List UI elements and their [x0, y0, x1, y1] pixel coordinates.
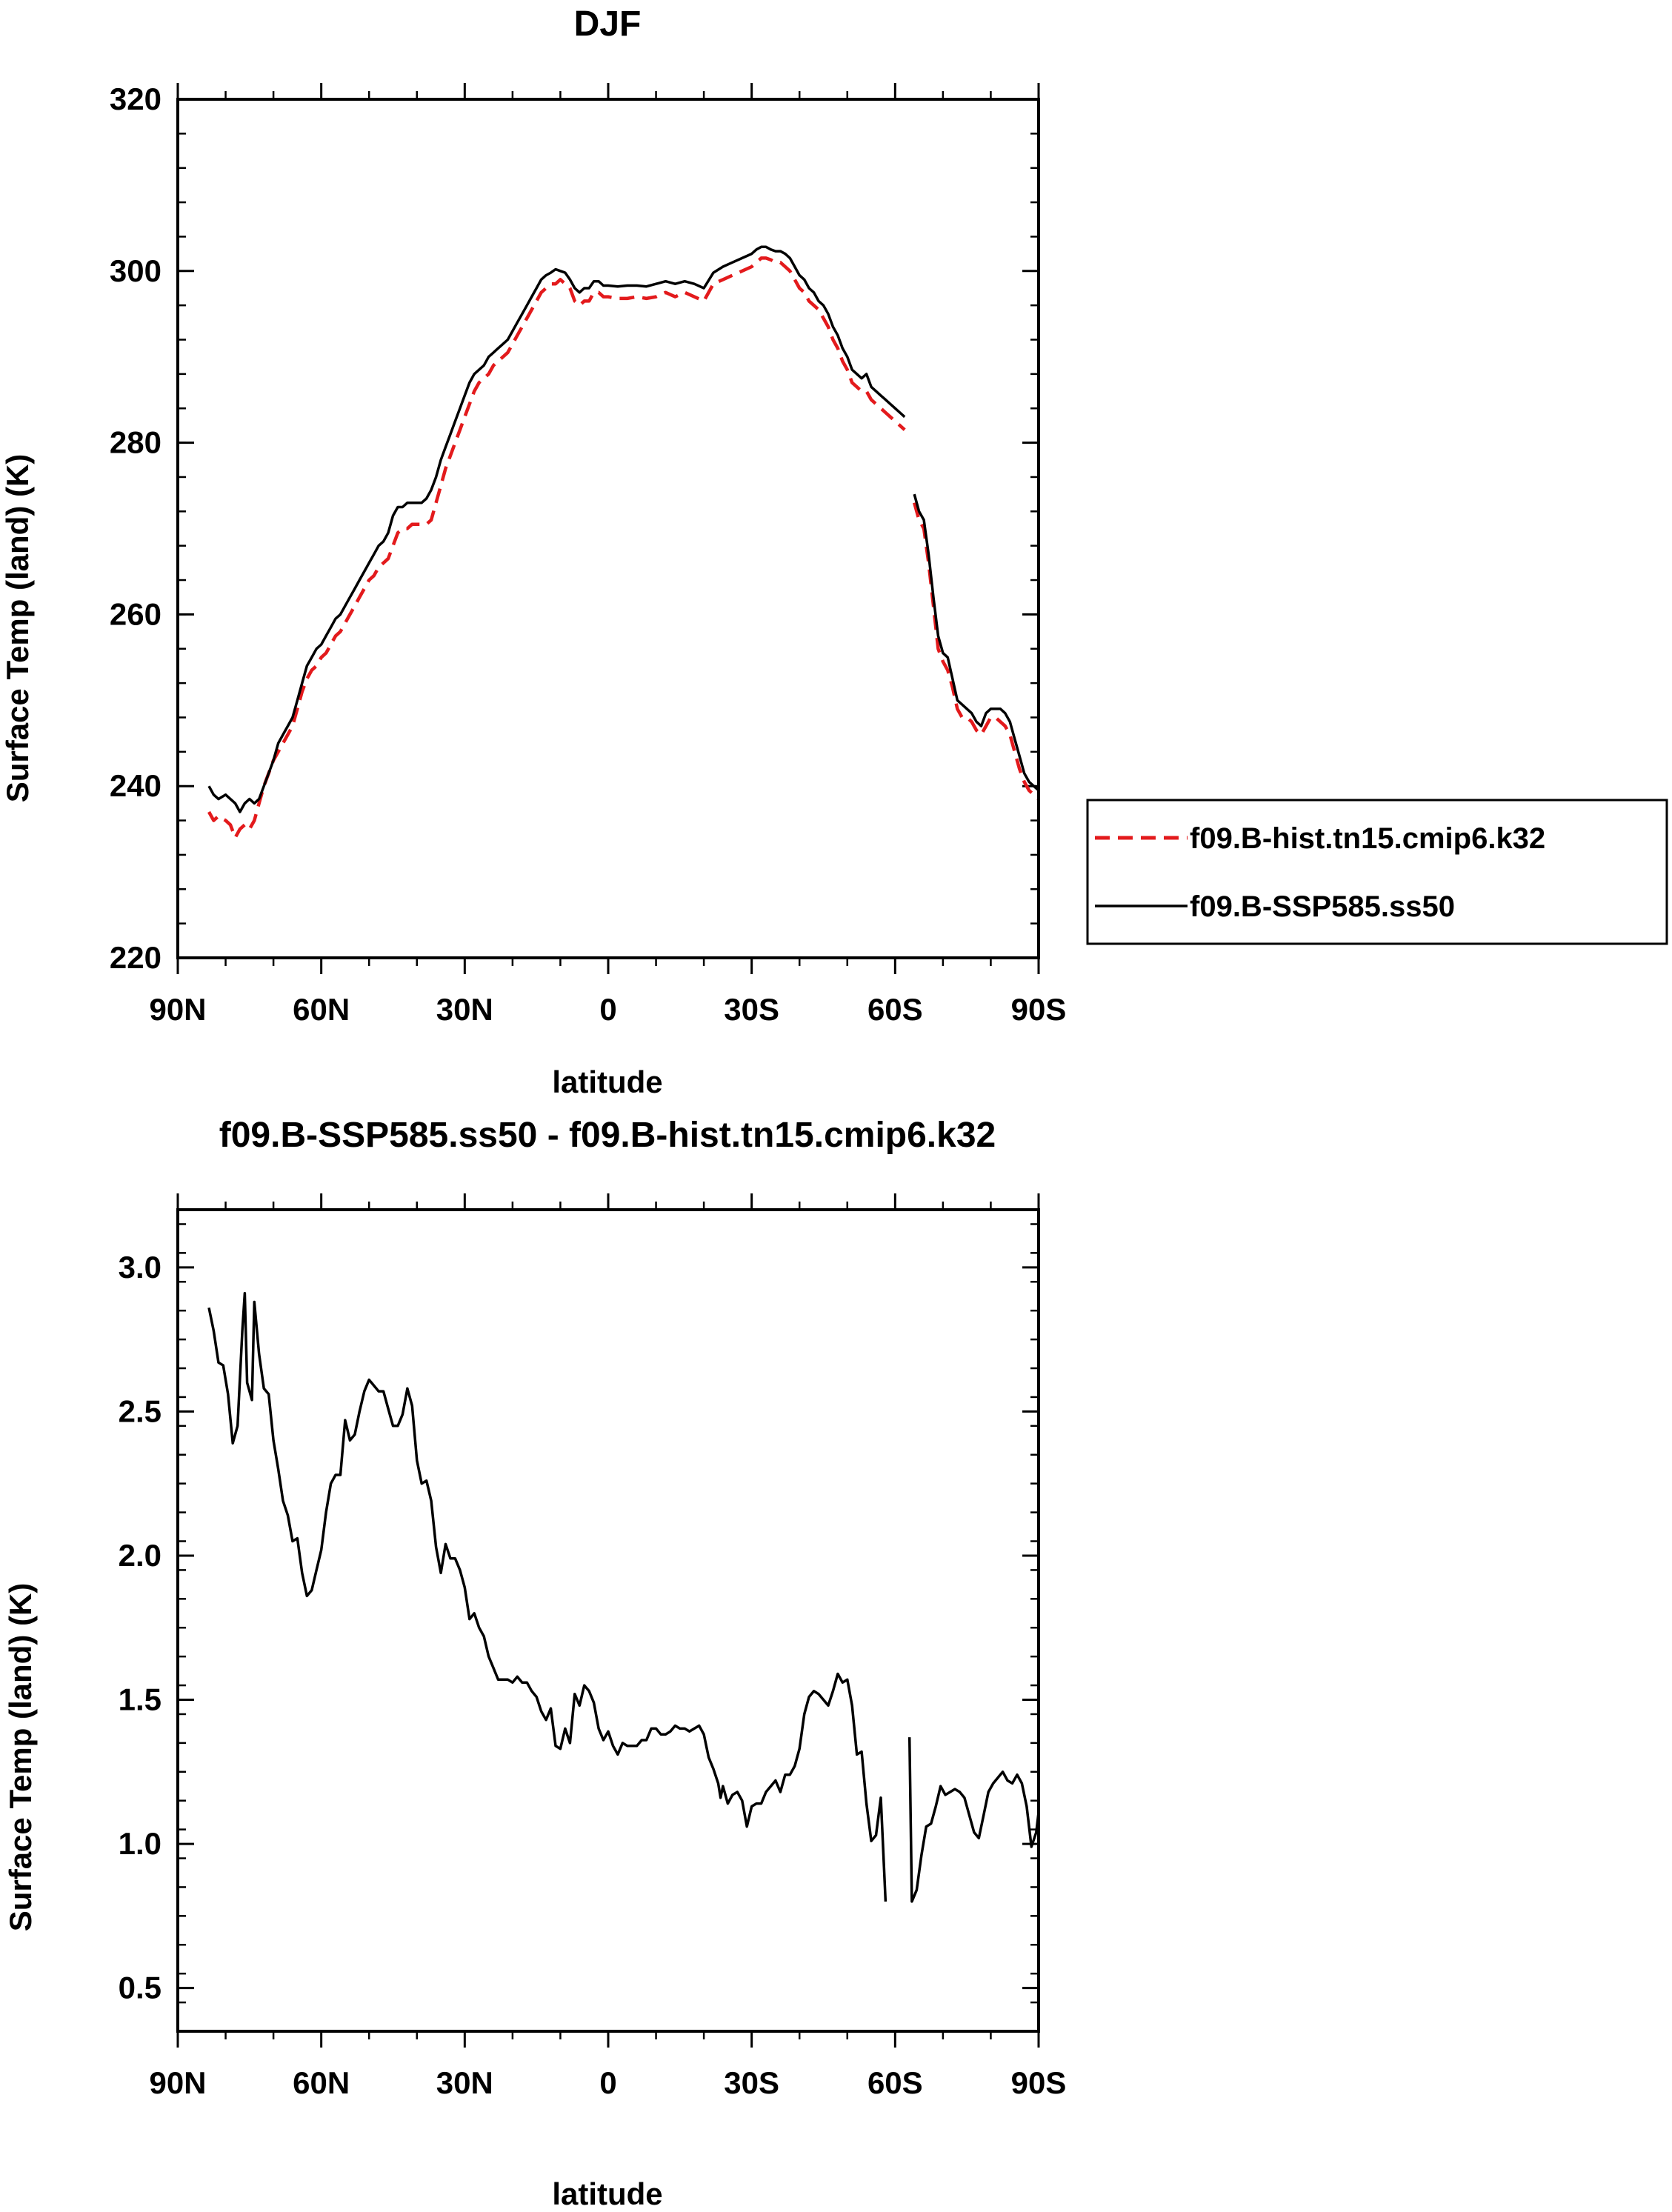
top-y-tick-label: 220 — [110, 940, 161, 975]
bottom-y-tick-label: 3.0 — [119, 1250, 161, 1285]
top-y-tick-label: 240 — [110, 768, 161, 803]
bottom-x-tick-label: 90S — [1011, 2065, 1067, 2100]
bottom-x-tick-label: 60N — [293, 2065, 350, 2100]
top-series-1-line-segment-0 — [207, 245, 906, 813]
bottom-plot-frame — [176, 1208, 1040, 2033]
legend: f09.B-hist.tn15.cmip6.k32 f09.B-SSP585.s… — [1086, 799, 1668, 945]
bottom-chart-title: f09.B-SSP585.ss50 - f09.B-hist.tn15.cmip… — [219, 1116, 996, 1155]
bottom-x-tick-label: 60S — [867, 2065, 923, 2100]
bottom-series-0-line-segment-0 — [207, 1292, 887, 1902]
top-series-1-line-segment-1 — [913, 493, 1040, 792]
bottom-y-axis-label: Surface Temp (land) (K) — [3, 1583, 38, 1932]
bottom-x-tick-label: 30N — [436, 2065, 493, 2100]
bottom-x-tick-label: 0 — [599, 2065, 616, 2100]
bottom-y-tick-label: 2.0 — [119, 1538, 161, 1573]
top-series-0-line-segment-0 — [207, 256, 906, 839]
bottom-chart: f09.B-SSP585.ss50 - f09.B-hist.tn15.cmip… — [3, 1116, 1066, 2211]
bottom-x-tick-label: 90N — [149, 2065, 206, 2100]
top-y-tick-label: 280 — [110, 425, 161, 460]
top-x-tick-label: 60S — [867, 992, 923, 1027]
top-series — [207, 245, 1040, 839]
top-y-axis-label: Surface Temp (land) (K) — [0, 454, 35, 803]
bottom-y-axis-label-group: Surface Temp (land) (K) — [3, 1583, 38, 1932]
top-x-tick-label: 60N — [293, 992, 350, 1027]
top-x-tick-label: 30S — [724, 992, 779, 1027]
top-tick-labels: 220 240 260 280 300 320 90N 60N 30N 0 30S 60S 90S — [110, 81, 1066, 1027]
legend-box — [1086, 799, 1668, 945]
top-x-axis-label: latitude — [552, 1065, 662, 1099]
top-x-tick-label: 30N — [436, 992, 493, 1027]
bottom-y-tick-label: 1.5 — [119, 1682, 161, 1717]
bottom-x-axis-label: latitude — [552, 2176, 662, 2211]
top-y-tick-label: 260 — [110, 596, 161, 631]
bottom-x-tick-label: 30S — [724, 2065, 779, 2100]
top-plot-frame — [176, 98, 1040, 959]
top-x-tick-label: 90N — [149, 992, 206, 1027]
top-x-tick-label: 90S — [1011, 992, 1067, 1027]
top-y-tick-label: 300 — [110, 253, 161, 288]
legend-label-hist: f09.B-hist.tn15.cmip6.k32 — [1190, 822, 1545, 855]
bottom-ticks — [176, 1193, 1040, 2048]
top-y-axis-label-group: Surface Temp (land) (K) — [0, 454, 35, 803]
bottom-series — [207, 1292, 1040, 1903]
legend-label-ssp: f09.B-SSP585.ss50 — [1190, 890, 1455, 923]
bottom-series-0-line-segment-1 — [907, 1737, 1040, 1903]
bottom-y-tick-label: 2.5 — [119, 1393, 161, 1428]
bottom-y-tick-label: 0.5 — [119, 1971, 161, 2005]
top-y-tick-label: 320 — [110, 81, 161, 116]
top-x-tick-label: 0 — [599, 992, 616, 1027]
top-chart: DJF Surface Temp (land) (K) latitude 220… — [0, 4, 1066, 1099]
bottom-tick-labels: 0.5 1.0 1.5 2.0 2.5 3.0 90N 60N 30N 0 30S 60S 90S — [119, 1250, 1067, 2100]
top-chart-title: DJF — [574, 4, 642, 44]
bottom-y-tick-label: 1.0 — [119, 1826, 161, 1861]
